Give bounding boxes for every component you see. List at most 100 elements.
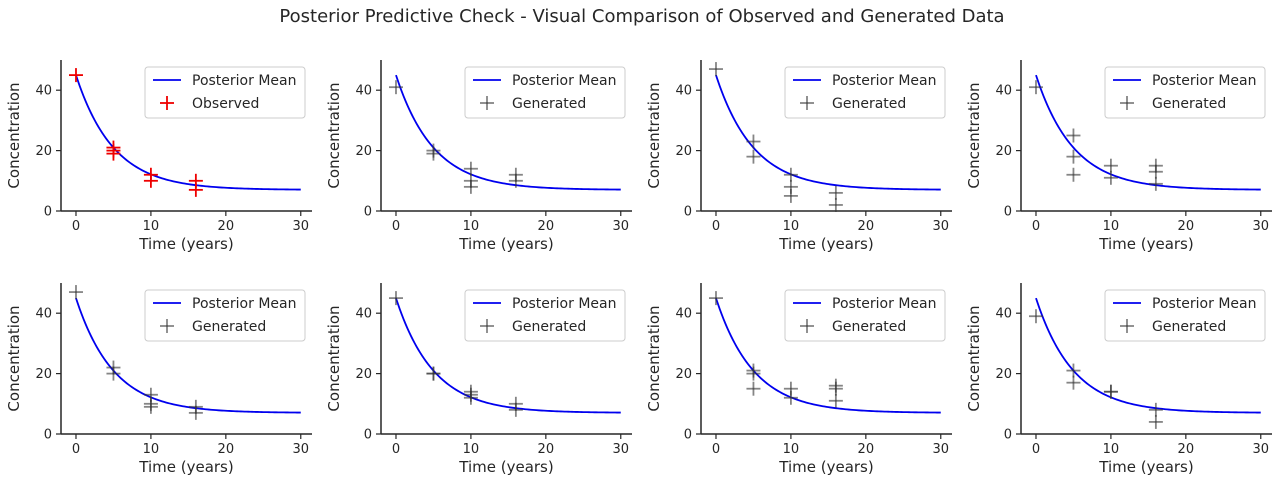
y-tick-label: 20: [355, 367, 372, 382]
generated-point: [426, 366, 441, 381]
generated-point: [143, 387, 158, 402]
y-tick-label: 40: [355, 84, 372, 99]
x-axis-label: Time (years): [778, 458, 873, 476]
legend-box: [784, 289, 946, 342]
figure-title: Posterior Predictive Check - Visual Comp…: [279, 6, 1005, 27]
y-tick-label: 40: [995, 307, 1012, 322]
legend-entry-label: Posterior Mean: [512, 73, 616, 89]
y-axis-label: Concentration: [5, 82, 23, 188]
x-axis-label: Time (years): [458, 458, 553, 476]
legend-entry-label: Posterior Mean: [832, 73, 936, 89]
subplot-4: 0 10 20 30 0 20 40 Time (years) Concentration Pos…: [965, 60, 1272, 253]
generated-point: [783, 381, 798, 396]
legend-entry-label: Posterior Mean: [1152, 73, 1256, 89]
x-tick-label: 10: [1103, 442, 1120, 457]
observed-point: [143, 167, 158, 182]
y-tick-label: 20: [35, 367, 52, 382]
generated-point: [1148, 176, 1163, 191]
x-tick-label: 20: [218, 219, 235, 234]
x-tick-label: 10: [463, 219, 480, 234]
y-tick-label: 40: [35, 84, 52, 99]
x-tick-label: 30: [932, 442, 949, 457]
generated-point: [388, 80, 403, 95]
y-tick-label: 40: [355, 307, 372, 322]
generated-point: [1066, 375, 1081, 390]
generated-point: [746, 363, 761, 378]
generated-point: [1103, 384, 1118, 399]
legend: Posterior Mean Generated: [144, 289, 306, 342]
generated-point: [1103, 170, 1118, 185]
generated-point: [1028, 80, 1043, 95]
generated-point: [1148, 402, 1163, 417]
y-tick-label: 0: [44, 428, 52, 443]
y-axis-label: Concentration: [325, 305, 343, 411]
y-tick-label: 20: [675, 144, 692, 159]
y-tick-label: 20: [995, 144, 1012, 159]
x-tick-label: 20: [858, 219, 875, 234]
y-axis-label: Concentration: [965, 82, 983, 188]
generated-point: [463, 384, 478, 399]
legend-entry-label: Generated: [1152, 96, 1226, 112]
generated-point: [1066, 167, 1081, 182]
x-axis-label: Time (years): [778, 235, 873, 253]
legend-entry-label: Generated: [512, 96, 586, 112]
x-tick-label: 10: [783, 219, 800, 234]
x-tick-label: 0: [392, 219, 400, 234]
observed-point: [188, 173, 203, 188]
generated-point: [1066, 128, 1081, 143]
legend-entry-label: Posterior Mean: [512, 296, 616, 312]
legend-marker-swatch: [160, 96, 174, 110]
x-axis-label: Time (years): [138, 235, 233, 253]
legend-entry-label: Generated: [512, 319, 586, 335]
subplot-2: 0 10 20 30 0 20 40 Time (years) Concentration Pos…: [325, 60, 632, 253]
y-tick-label: 40: [675, 307, 692, 322]
y-tick-label: 20: [995, 367, 1012, 382]
x-tick-label: 30: [1252, 442, 1269, 457]
y-tick-label: 20: [675, 367, 692, 382]
y-tick-label: 20: [35, 144, 52, 159]
generated-point: [463, 161, 478, 176]
y-axis-label: Concentration: [5, 305, 23, 411]
y-tick-label: 0: [364, 428, 372, 443]
y-tick-label: 0: [364, 205, 372, 220]
legend-entry-label: Generated: [192, 319, 266, 335]
subplot-1: 0 10 20 30 0 20 40 Time (years) Concentration Pos…: [5, 60, 312, 253]
generated-point: [708, 291, 723, 306]
legend-marker-swatch: [480, 96, 494, 110]
generated-point: [508, 396, 523, 411]
legend-entry-label: Posterior Mean: [192, 73, 296, 89]
y-tick-label: 20: [355, 144, 372, 159]
legend-box: [464, 289, 626, 342]
legend-entry-label: Posterior Mean: [832, 296, 936, 312]
legend-marker-swatch: [480, 319, 494, 333]
generated-point: [1103, 158, 1118, 173]
x-tick-label: 10: [463, 442, 480, 457]
legend-marker-swatch: [1120, 319, 1134, 333]
x-tick-label: 30: [932, 219, 949, 234]
y-tick-label: 40: [35, 307, 52, 322]
x-tick-label: 0: [72, 442, 80, 457]
generated-point: [463, 173, 478, 188]
subplot-8: 0 10 20 30 0 20 40 Time (years) Concentration Pos…: [965, 283, 1272, 476]
observed-point: [68, 68, 83, 83]
x-axis-label: Time (years): [458, 235, 553, 253]
x-tick-label: 0: [1032, 442, 1040, 457]
y-axis-label: Concentration: [645, 82, 663, 188]
x-tick-label: 30: [612, 442, 629, 457]
generated-point: [828, 197, 843, 212]
legend-box: [1104, 289, 1266, 342]
y-axis-label: Concentration: [325, 82, 343, 188]
legend-box: [144, 289, 306, 342]
y-tick-label: 0: [684, 428, 692, 443]
x-tick-label: 0: [1032, 219, 1040, 234]
legend-entry-label: Generated: [832, 96, 906, 112]
generated-point: [426, 143, 441, 158]
legend-marker-swatch: [1120, 96, 1134, 110]
generated-point: [1028, 309, 1043, 324]
legend-entry-label: Posterior Mean: [192, 296, 296, 312]
posterior-mean-line: [1035, 74, 1261, 191]
subplot-6: 0 10 20 30 0 20 40 Time (years) Concentration Pos…: [325, 283, 632, 476]
legend: Posterior Mean Generated: [1104, 66, 1266, 119]
x-tick-label: 20: [218, 442, 235, 457]
